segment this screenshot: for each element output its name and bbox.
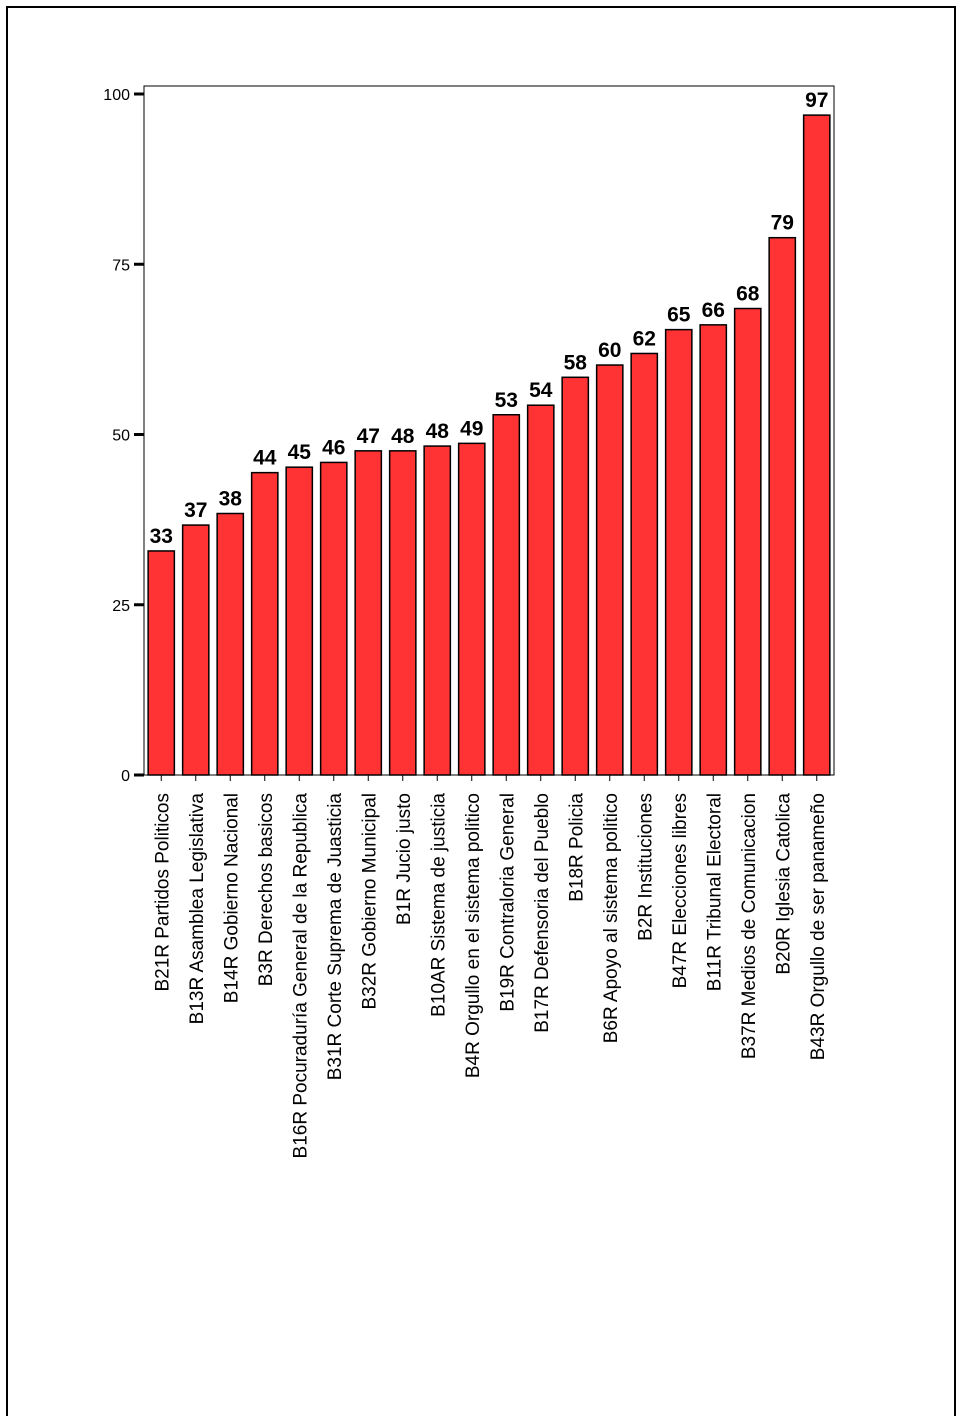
bar bbox=[699, 324, 728, 776]
bar bbox=[492, 414, 521, 776]
data-label: 97 bbox=[805, 89, 828, 112]
bar bbox=[561, 376, 590, 776]
bar bbox=[181, 524, 210, 776]
x-tick-label: B31R Corte Suprema de Juasticia bbox=[325, 793, 346, 1081]
x-tick-label: B1R Jucio justo bbox=[394, 793, 415, 925]
bar bbox=[388, 450, 417, 776]
data-label: 37 bbox=[184, 499, 207, 522]
x-tick-label: B13R Asamblea Legislativa bbox=[187, 793, 208, 1025]
x-tick-label: B19R Contraloria General bbox=[497, 793, 518, 1012]
bar bbox=[285, 466, 314, 776]
x-tick-label: B2R Instituciones bbox=[635, 793, 656, 941]
data-label: 58 bbox=[564, 351, 588, 374]
bar bbox=[423, 445, 452, 776]
x-tick-label: B43R Orgullo de ser panameño bbox=[808, 793, 829, 1060]
x-tick-label: B6R Apoyo al sistema politico bbox=[601, 793, 622, 1043]
data-label: 38 bbox=[219, 487, 243, 510]
x-tick-label: B11R Tribunal Electoral bbox=[704, 793, 725, 991]
bars bbox=[147, 114, 831, 776]
x-tick-label: B14R Gobierno Nacional bbox=[221, 793, 242, 1003]
data-label: 45 bbox=[288, 441, 312, 464]
data-label: 66 bbox=[702, 299, 725, 322]
y-tick-label: 50 bbox=[112, 428, 130, 445]
data-label: 62 bbox=[633, 327, 656, 350]
bar bbox=[733, 307, 762, 776]
x-tick-label: B20R Iglesia Catolica bbox=[773, 793, 794, 975]
x-tick-label: B32R Gobierno Municipal bbox=[359, 793, 380, 1010]
bar bbox=[319, 461, 348, 776]
y-tick-label: 100 bbox=[103, 87, 130, 104]
data-label: 46 bbox=[322, 436, 345, 459]
data-label: 44 bbox=[253, 447, 277, 470]
data-label: 79 bbox=[771, 212, 794, 235]
data-label: 65 bbox=[667, 304, 691, 327]
y-tick-label: 25 bbox=[112, 598, 130, 615]
x-tick-label: B18R Policia bbox=[566, 793, 587, 902]
bar bbox=[664, 328, 693, 776]
data-label: 49 bbox=[460, 417, 483, 440]
data-label: 68 bbox=[736, 283, 760, 306]
axes: 0 25 50 75 100 bbox=[103, 85, 835, 785]
x-tick-label: B17R Defensoria del Pueblo bbox=[532, 793, 553, 1033]
bar bbox=[250, 471, 279, 776]
bar bbox=[526, 404, 555, 776]
bar bbox=[595, 364, 624, 776]
data-label: 48 bbox=[391, 425, 415, 448]
chart-frame bbox=[6, 6, 956, 1416]
x-tick-label: B21R Partidos Politicos bbox=[152, 793, 173, 992]
bar bbox=[630, 352, 659, 776]
category-labels: B21R Partidos Politicos B13R Asamblea Leg… bbox=[152, 793, 829, 1159]
data-label: 47 bbox=[357, 425, 380, 448]
bar bbox=[216, 512, 245, 776]
y-tick-label: 0 bbox=[121, 768, 130, 785]
bar bbox=[354, 450, 383, 776]
data-label: 60 bbox=[598, 339, 621, 362]
value-labels: 33 37 38 44 45 46 47 48 48 49 53 54 58 60 62 65 66 68 79 97 bbox=[150, 89, 829, 548]
x-tick-label: B10AR Sistema de justicia bbox=[428, 793, 449, 1017]
data-label: 48 bbox=[426, 420, 450, 443]
bar bbox=[147, 550, 176, 776]
bar bbox=[457, 442, 486, 776]
y-tick-label: 75 bbox=[112, 257, 130, 274]
data-label: 54 bbox=[529, 379, 553, 402]
bar bbox=[768, 236, 797, 776]
bar bbox=[802, 114, 831, 776]
data-label: 33 bbox=[150, 525, 173, 548]
x-tick-label: B16R Pocuraduría General de la Republica bbox=[290, 793, 311, 1159]
x-tick-label: B3R Derechos basicos bbox=[256, 793, 277, 986]
x-tick-label: B47R Elecciones libres bbox=[670, 793, 691, 988]
plot-area bbox=[143, 85, 835, 776]
data-label: 53 bbox=[495, 389, 518, 412]
x-tick-label: B37R Medios de Comunicacion bbox=[739, 793, 760, 1059]
x-tick-label: B4R Orgullo en el sistema politico bbox=[463, 793, 484, 1078]
